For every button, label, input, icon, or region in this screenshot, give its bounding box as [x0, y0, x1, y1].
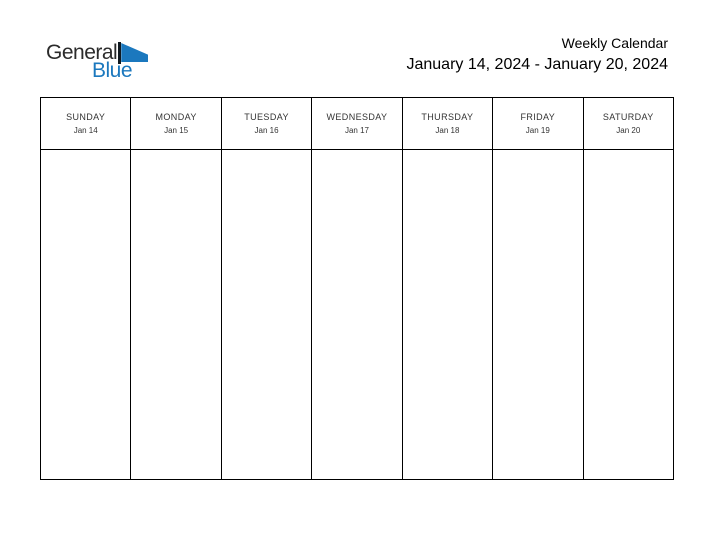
day-date-label: Jan 15 [164, 126, 189, 135]
day-cell-saturday [582, 149, 675, 480]
flag-pole-icon [118, 42, 122, 64]
page-title: Weekly Calendar [561, 35, 668, 51]
day-cell-sunday [39, 149, 132, 480]
logo-text-blue: Blue [91, 59, 133, 82]
weekly-calendar-table: SUNDAY Jan 14 MONDAY Jan 15 TUESDAY Jan … [39, 97, 675, 480]
logo-top-row: General [46, 41, 149, 65]
general-blue-logo: General Blue [46, 41, 149, 82]
title-block: Weekly Calendar January 14, 2024 - Janua… [406, 34, 668, 75]
calendar-body-row [39, 149, 675, 480]
calendar-header: SUNDAY Jan 14 MONDAY Jan 15 TUESDAY Jan … [39, 97, 675, 150]
day-date-label: Jan 18 [435, 126, 460, 135]
day-cell-wednesday [311, 149, 403, 480]
flag-pennant-icon [121, 43, 149, 62]
day-cell-tuesday [220, 149, 313, 480]
day-header-sunday: SUNDAY Jan 14 [39, 97, 132, 150]
day-name-label: SATURDAY [602, 112, 654, 122]
day-date-label: Jan 20 [616, 126, 641, 135]
day-header-monday: MONDAY Jan 15 [130, 97, 222, 150]
day-header-tuesday: TUESDAY Jan 16 [220, 97, 313, 150]
day-name-label: WEDNESDAY [326, 112, 388, 122]
day-name-label: FRIDAY [520, 112, 556, 122]
day-name-label: SUNDAY [66, 112, 106, 122]
logo-text-general: General [46, 41, 118, 64]
day-name-label: THURSDAY [421, 112, 474, 122]
day-header-saturday: SATURDAY Jan 20 [582, 97, 675, 150]
day-header-wednesday: WEDNESDAY Jan 17 [311, 97, 403, 150]
day-name-label: MONDAY [155, 112, 197, 122]
calendar-body [39, 149, 675, 480]
day-name-label: TUESDAY [244, 112, 289, 122]
day-header-friday: FRIDAY Jan 19 [492, 97, 584, 150]
date-range: January 14, 2024 - January 20, 2024 [406, 56, 668, 73]
calendar-header-row: SUNDAY Jan 14 MONDAY Jan 15 TUESDAY Jan … [39, 97, 675, 150]
day-date-label: Jan 14 [73, 126, 98, 135]
day-date-label: Jan 16 [254, 126, 279, 135]
day-date-label: Jan 19 [525, 126, 550, 135]
flag-icon [118, 42, 149, 64]
day-cell-monday [130, 149, 222, 480]
day-date-label: Jan 17 [344, 126, 369, 135]
day-header-thursday: THURSDAY Jan 18 [401, 97, 494, 150]
day-cell-friday [492, 149, 584, 480]
day-cell-thursday [401, 149, 494, 480]
